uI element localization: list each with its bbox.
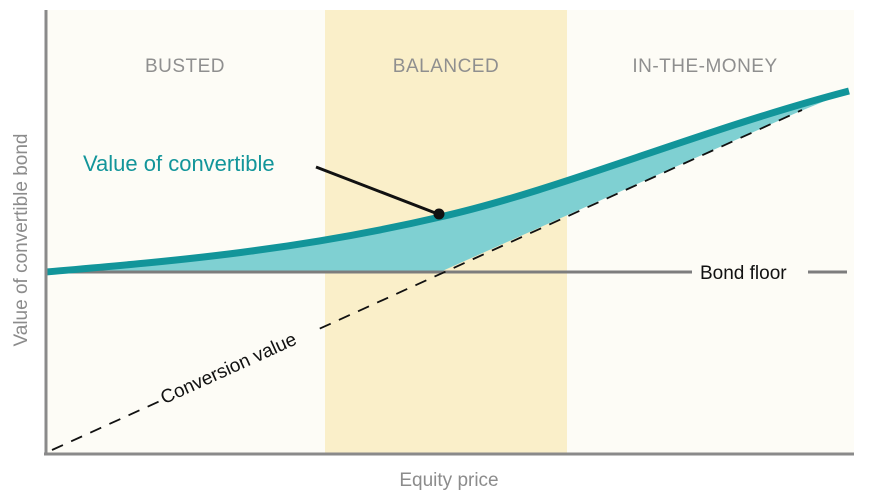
- callout-dot: [433, 208, 445, 220]
- balanced-label: BALANCED: [393, 56, 499, 77]
- premium-area: [46, 91, 849, 272]
- in-the-money-label: IN-THE-MONEY: [632, 56, 777, 77]
- busted-label: BUSTED: [145, 56, 225, 77]
- y-axis-label: Value of convertible bond: [11, 133, 32, 346]
- callout-pointer: [315, 165, 439, 216]
- in-the-money-zone: [567, 10, 854, 454]
- value-of-convertible-label: Value of convertible: [83, 151, 275, 176]
- x-axis-label: Equity price: [399, 470, 498, 491]
- bond-floor-label: Bond floor: [700, 263, 787, 284]
- conversion-label-mask: [143, 290, 319, 412]
